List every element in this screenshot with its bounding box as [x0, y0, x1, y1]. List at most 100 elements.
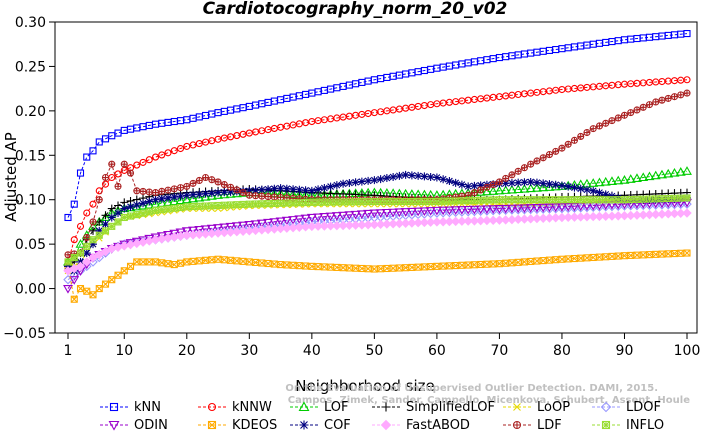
data-point [375, 209, 386, 218]
data-point [88, 252, 98, 263]
data-point [477, 186, 485, 194]
data-point [206, 224, 217, 234]
data-point [506, 184, 517, 194]
data-point [208, 176, 216, 184]
data-point [100, 246, 111, 257]
data-point [75, 239, 86, 248]
series-line [67, 92, 688, 256]
data-point [114, 201, 123, 210]
data-point [352, 198, 360, 206]
data-point [514, 258, 522, 266]
data-point [664, 194, 672, 203]
data-point [258, 192, 266, 200]
data-point [314, 185, 323, 194]
data-point [208, 202, 216, 210]
data-point [494, 205, 505, 214]
data-point [452, 197, 460, 205]
data-point [495, 178, 503, 186]
data-point [189, 190, 198, 199]
data-point [600, 176, 611, 186]
data-point [145, 197, 154, 206]
data-point [407, 171, 416, 180]
data-point [481, 205, 492, 215]
data-point [464, 261, 472, 269]
data-point [526, 177, 535, 186]
data-point [314, 198, 322, 206]
data-point [83, 153, 91, 161]
data-point [558, 196, 566, 204]
data-point [202, 202, 210, 210]
data-point [70, 200, 78, 208]
data-point [408, 197, 416, 206]
data-point [677, 194, 685, 202]
data-point [139, 158, 147, 166]
data-point [389, 197, 397, 206]
data-point [500, 204, 511, 214]
data-point [151, 153, 160, 161]
data-point [95, 285, 103, 293]
data-point [126, 262, 135, 270]
data-point [101, 180, 110, 188]
data-point [300, 214, 311, 224]
data-point [188, 193, 198, 203]
data-point [627, 195, 635, 204]
data-point [645, 101, 654, 109]
data-point [682, 166, 692, 175]
data-point [489, 181, 497, 189]
data-point [608, 196, 616, 204]
legend-label: COF [324, 418, 351, 433]
data-point [450, 206, 461, 215]
data-point [381, 208, 392, 218]
data-point [331, 212, 342, 221]
data-point [89, 291, 97, 299]
data-point [607, 176, 617, 185]
data-point [277, 199, 285, 207]
data-point [313, 213, 324, 223]
data-point [483, 183, 491, 191]
data-point [69, 276, 80, 285]
data-point [414, 197, 422, 206]
data-point [444, 216, 455, 227]
data-point [289, 261, 297, 269]
data-point [314, 263, 322, 271]
data-point [476, 181, 485, 190]
data-point [445, 177, 454, 186]
data-point [570, 136, 579, 144]
y-tick-label: 0.25 [15, 59, 46, 75]
data-point [107, 204, 116, 213]
data-point [588, 211, 598, 222]
data-point [189, 203, 197, 211]
data-point [82, 257, 92, 267]
data-point [464, 182, 473, 191]
legend-item-cof: COF [290, 418, 351, 433]
data-point [538, 203, 549, 213]
data-point [683, 89, 691, 97]
data-point [364, 265, 372, 273]
data-point [445, 197, 453, 205]
data-point [494, 185, 505, 195]
data-point [89, 240, 98, 249]
data-point [226, 187, 235, 196]
data-point [531, 183, 542, 192]
data-point [483, 196, 491, 204]
legend-label: LDF [537, 418, 562, 433]
data-point [313, 221, 323, 231]
data-point [544, 203, 555, 213]
data-point [552, 147, 560, 155]
data-point [151, 195, 160, 204]
data-point [470, 189, 478, 197]
data-point [639, 103, 647, 111]
data-point [439, 197, 447, 205]
x-tick-label: 80 [553, 343, 571, 359]
data-point [252, 200, 260, 208]
x-tick-label: 20 [178, 343, 196, 359]
data-point [214, 255, 222, 263]
data-point [114, 209, 123, 218]
data-point [181, 194, 192, 204]
data-point [570, 196, 579, 204]
y-tick-label: −0.05 [3, 326, 46, 342]
data-point [620, 111, 629, 119]
data-point [451, 178, 460, 187]
data-point [114, 182, 122, 190]
data-point [594, 211, 605, 222]
